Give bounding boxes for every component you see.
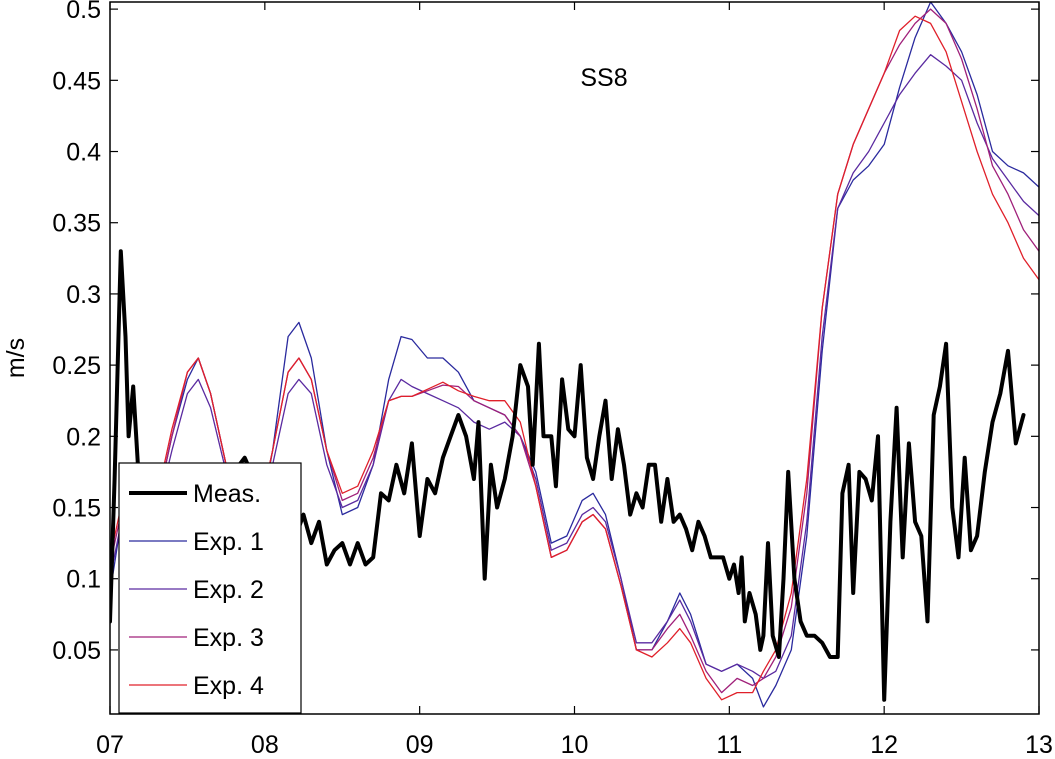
y-tick-label: 0.2 (66, 423, 101, 451)
x-tick-label: 09 (406, 731, 434, 759)
legend-label: Exp. 3 (193, 624, 264, 652)
y-tick-label: 0.25 (52, 352, 101, 380)
x-tick-label: 13 (1025, 731, 1053, 759)
x-tick-label: 10 (561, 731, 589, 759)
legend-box (118, 462, 302, 714)
y-tick-label: 0.5 (66, 0, 101, 24)
y-tick-label: 0.3 (66, 281, 101, 309)
legend-label: Exp. 4 (193, 672, 264, 700)
legend: Meas. Exp. 1 Exp. 2 Exp. 3 Exp. 4 (118, 462, 302, 714)
legend-label: Exp. 2 (193, 576, 264, 604)
legend-label: Exp. 1 (193, 528, 264, 556)
y-tick-label: 0.45 (52, 67, 101, 95)
chart-title: SS8 (580, 64, 627, 92)
y-tick-label: 0.15 (52, 495, 101, 523)
x-tick-label: 11 (716, 731, 742, 759)
legend-label: Meas. (193, 480, 261, 508)
y-axis-label: m/s (2, 338, 30, 378)
axis-ticks: 07 08 09 10 11 12 13 0.05 0.1 0.15 0.2 0.25 0.3 0.35 0… (52, 0, 1053, 759)
x-tick-label: 08 (251, 731, 279, 759)
series-line-meas (110, 249, 1026, 702)
x-tick-label: 12 (870, 731, 898, 759)
y-tick-label: 0.4 (66, 139, 101, 167)
y-tick-label: 0.1 (66, 566, 101, 594)
y-tick-label: 0.05 (52, 637, 101, 665)
x-tick-label: 07 (96, 731, 124, 759)
y-tick-label: 0.35 (52, 210, 101, 238)
